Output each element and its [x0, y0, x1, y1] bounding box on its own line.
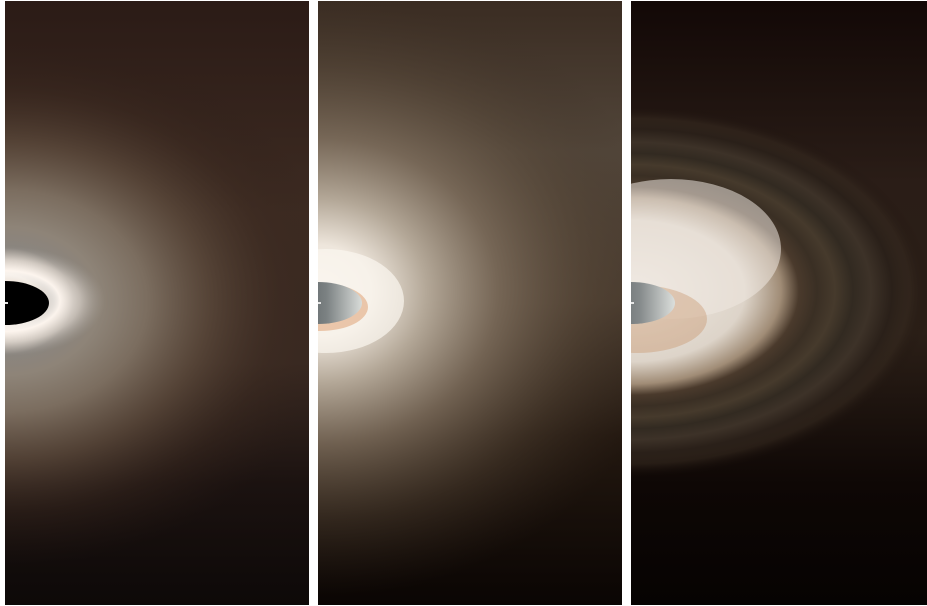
render-panel-3-image	[631, 1, 927, 605]
render-panel-3	[631, 1, 927, 605]
render-panel-2	[318, 1, 622, 605]
shadow-ellipse	[631, 282, 675, 324]
render-panel-1	[5, 1, 309, 605]
shadow-ellipse	[5, 281, 49, 325]
edge-tick-mark	[318, 302, 321, 304]
shadow-ellipse	[318, 282, 362, 324]
render-panel-2-image	[318, 1, 622, 605]
edge-tick-mark	[5, 302, 8, 304]
render-panel-1-image	[5, 1, 309, 605]
edge-tick-mark	[631, 302, 634, 304]
